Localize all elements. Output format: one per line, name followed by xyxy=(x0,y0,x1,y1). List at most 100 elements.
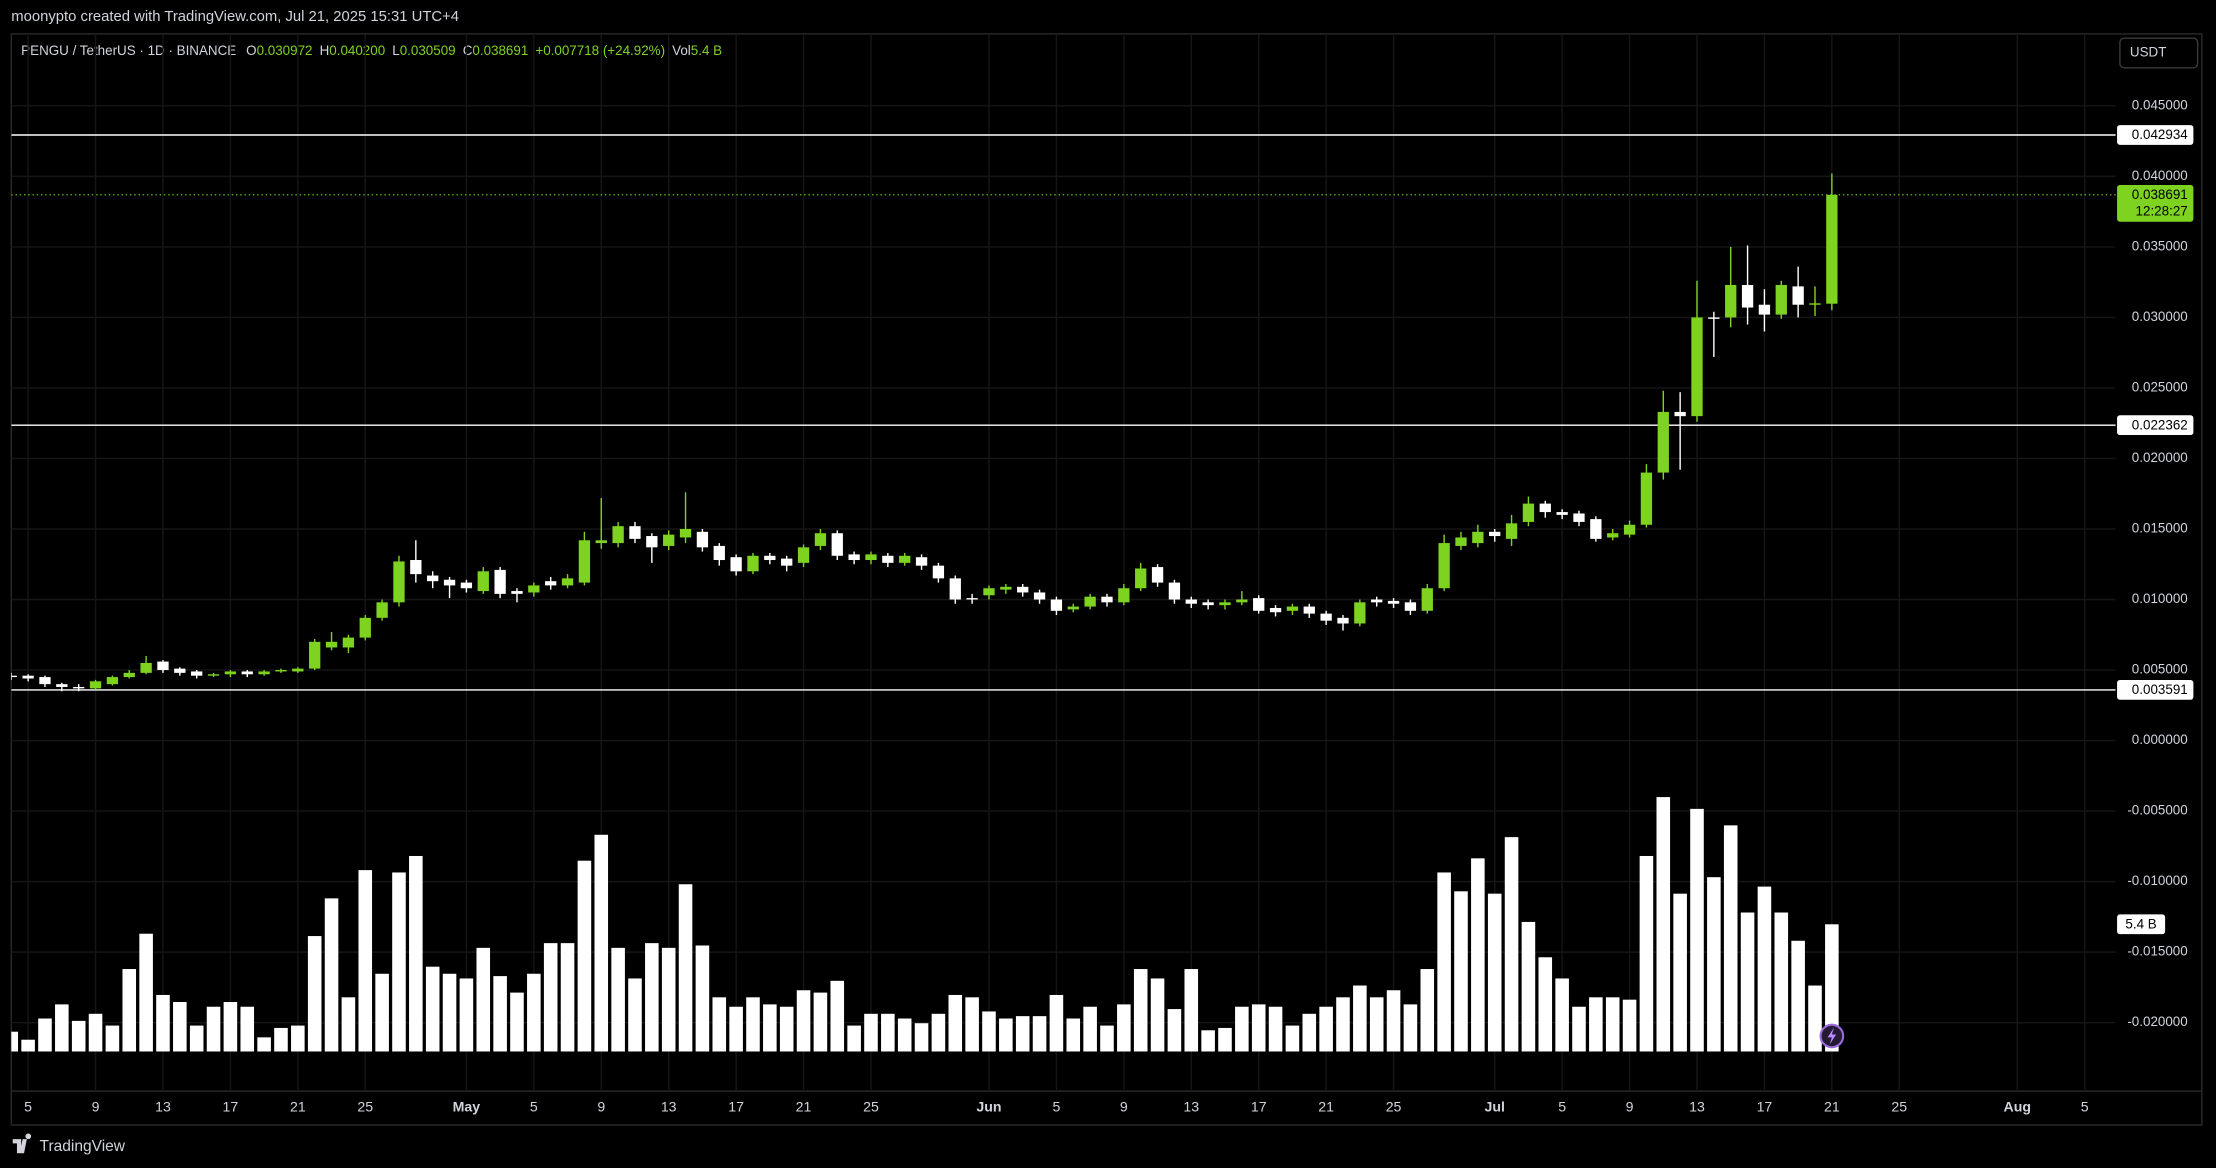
x-tick-label: 21 xyxy=(796,1099,812,1115)
level-label-box xyxy=(2117,125,2194,145)
candle-body xyxy=(1472,531,1484,544)
legend-ohlc-label: H xyxy=(320,42,330,57)
candle-body xyxy=(1556,512,1568,515)
x-tick-label: 13 xyxy=(1183,1099,1199,1115)
volume-label: 5.4 B xyxy=(2125,917,2156,932)
volume-bar xyxy=(1639,855,1654,1052)
x-tick-label: 9 xyxy=(1626,1099,1634,1115)
candle-body xyxy=(140,662,152,673)
candle-body xyxy=(865,554,877,561)
candle-body xyxy=(1033,592,1046,600)
volume-bar xyxy=(1521,921,1536,1052)
volume-bar xyxy=(1083,1006,1097,1052)
legend-change: +0.007718 (+24.92%) xyxy=(535,42,665,57)
volume-bar xyxy=(1117,1004,1131,1052)
volume-bar xyxy=(189,1025,204,1052)
volume-bar xyxy=(1285,1025,1300,1052)
level-label-box xyxy=(2117,680,2194,700)
volume-bar xyxy=(105,1025,120,1052)
legend-ohlc-label: O xyxy=(246,42,256,57)
volume-bar xyxy=(712,997,727,1052)
volume-bar xyxy=(1791,940,1805,1052)
volume-bar xyxy=(1808,985,1822,1052)
volume-bar xyxy=(510,992,524,1052)
volume-bar xyxy=(1454,891,1468,1052)
volume-bar xyxy=(1336,997,1350,1052)
volume-bar xyxy=(1707,877,1721,1052)
volume-bar xyxy=(847,1025,861,1052)
volume-bar xyxy=(392,872,406,1052)
candle-body xyxy=(410,560,422,575)
volume-bar xyxy=(1673,893,1687,1052)
currency-box[interactable] xyxy=(2119,37,2199,69)
candle-body xyxy=(578,540,591,583)
volume-bar xyxy=(1420,969,1435,1052)
candle-body xyxy=(1320,613,1332,621)
x-tick-label: 5 xyxy=(2081,1099,2089,1115)
x-tick-label: 9 xyxy=(1120,1099,1128,1115)
volume-bar xyxy=(796,990,811,1052)
last-price-label: 0.038691 xyxy=(2132,187,2188,202)
volume-bar xyxy=(1471,858,1485,1052)
candle-body xyxy=(781,558,793,566)
y-tick-label: 0.045000 xyxy=(2132,97,2188,112)
candle-body xyxy=(1438,543,1450,589)
candle-body xyxy=(730,557,742,572)
volume-bar xyxy=(476,947,491,1052)
candle-body xyxy=(258,671,270,675)
candle-body xyxy=(713,545,725,561)
candle-body xyxy=(1387,600,1400,604)
candle-body xyxy=(1118,588,1130,603)
volume-bar xyxy=(1605,997,1620,1052)
y-tick-label: 0.000000 xyxy=(2132,732,2188,747)
volume-bar xyxy=(1403,1004,1418,1052)
volume-bar xyxy=(729,1006,743,1052)
volume-bar xyxy=(1302,1013,1317,1052)
candle-body xyxy=(275,670,287,672)
volume-bar xyxy=(577,860,592,1052)
x-tick-label: 13 xyxy=(1689,1099,1705,1115)
legend-ohlc-label: L xyxy=(392,42,400,57)
volume-bar xyxy=(173,1002,187,1052)
x-tick-label: 5 xyxy=(1558,1099,1566,1115)
candle-body xyxy=(1691,317,1703,417)
candle-body xyxy=(1775,284,1787,315)
volume-bar xyxy=(1133,969,1148,1052)
candle-body xyxy=(1219,602,1231,606)
volume-bar xyxy=(1369,997,1384,1052)
candle-body xyxy=(528,585,540,593)
x-tick-label: 17 xyxy=(223,1099,239,1115)
candle-body xyxy=(325,641,338,648)
volume-bar xyxy=(1268,1006,1283,1052)
legend-volume-value: 5.4 B xyxy=(691,42,722,57)
volume-bar xyxy=(274,1027,288,1052)
candle-body xyxy=(224,671,237,675)
candle-body xyxy=(393,561,405,603)
currency[interactable]: USDT xyxy=(2130,45,2166,60)
x-tick-label: Jun xyxy=(976,1099,1001,1115)
volume-bar xyxy=(1622,999,1637,1052)
candle-body xyxy=(376,602,388,618)
volume-bar xyxy=(1150,978,1165,1052)
volume-bar xyxy=(813,992,828,1052)
volume-bar xyxy=(55,1004,69,1052)
candle-body xyxy=(899,555,911,563)
volume-bar xyxy=(1774,912,1789,1052)
volume-bar xyxy=(1589,997,1603,1052)
candle-body xyxy=(56,684,68,687)
candle-body xyxy=(1337,617,1349,624)
candle-body xyxy=(629,526,641,539)
candle-body xyxy=(747,555,759,572)
candle-body xyxy=(663,534,675,546)
candle-body xyxy=(1640,472,1653,525)
candle-body xyxy=(1674,411,1686,417)
x-tick-label: 17 xyxy=(1757,1099,1773,1115)
event-icon-bolt xyxy=(1827,1027,1837,1045)
volume-bar xyxy=(1656,797,1671,1052)
volume-label-box xyxy=(2117,914,2166,935)
candle-body xyxy=(1826,194,1838,304)
y-tick-label: -0.010000 xyxy=(2127,873,2187,888)
volume-bar xyxy=(1049,994,1064,1052)
y-tick-label: -0.005000 xyxy=(2127,803,2187,818)
panel-border xyxy=(10,33,2203,1126)
